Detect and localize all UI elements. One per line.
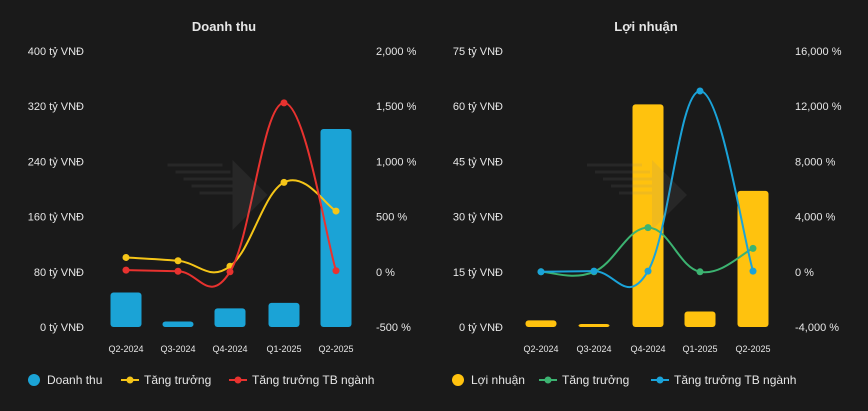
y-tick-label-left: 75 tỷ VNĐ <box>453 46 503 58</box>
watermark-arrow <box>232 160 268 230</box>
series-point <box>280 99 288 107</box>
legend-label: Lợi nhuận <box>471 373 525 387</box>
series-point <box>590 267 598 275</box>
series-point <box>122 253 130 261</box>
legend-marker <box>656 376 664 384</box>
y-tick-label-left: 60 tỷ VNĐ <box>453 101 503 113</box>
legend-label: Tăng trưởng TB ngành <box>252 373 374 387</box>
legend-label: Tăng trưởng <box>144 373 211 387</box>
series-point <box>749 244 757 252</box>
legend-marker <box>452 374 464 386</box>
legend-marker <box>544 376 552 384</box>
y-tick-label-right: -500 % <box>376 322 411 334</box>
bar <box>632 104 664 327</box>
series-point <box>749 267 757 275</box>
x-tick-label: Q3-2024 <box>160 344 195 354</box>
bar <box>214 308 246 327</box>
legend-marker <box>126 376 134 384</box>
y-tick-label-left: 30 tỷ VNĐ <box>453 212 503 224</box>
x-tick-label: Q2-2025 <box>318 344 353 354</box>
legend-marker <box>234 376 242 384</box>
watermark-arrow <box>652 160 687 230</box>
legend-marker <box>28 374 40 386</box>
y-tick-label-right: -4,000 % <box>795 322 839 334</box>
series-line <box>125 179 337 274</box>
y-tick-label-left: 400 tỷ VNĐ <box>28 46 84 58</box>
y-tick-label-right: 12,000 % <box>795 101 842 113</box>
bar <box>162 321 194 327</box>
y-tick-label-right: 8,000 % <box>795 156 836 168</box>
y-tick-label-left: 240 tỷ VNĐ <box>28 156 84 168</box>
y-tick-label-right: 16,000 % <box>795 46 842 58</box>
series-point <box>537 268 545 276</box>
x-tick-label: Q2-2025 <box>735 344 770 354</box>
y-tick-label-left: 0 tỷ VNĐ <box>40 322 84 334</box>
chart-panel-2 <box>452 87 769 386</box>
x-tick-label: Q2-2024 <box>523 344 558 354</box>
series-point <box>174 257 182 265</box>
y-tick-label-right: 2,000 % <box>376 46 417 58</box>
y-tick-label-right: 1,500 % <box>376 101 417 113</box>
series-point <box>644 224 652 232</box>
bar <box>268 302 300 327</box>
x-tick-label: Q4-2024 <box>212 344 247 354</box>
bar <box>578 324 610 327</box>
series-point <box>696 87 704 95</box>
watermark-logo <box>167 160 268 230</box>
y-tick-label-right: 4,000 % <box>795 212 836 224</box>
y-tick-label-right: 0 % <box>795 267 814 279</box>
y-tick-label-left: 45 tỷ VNĐ <box>453 156 503 168</box>
series-point <box>644 267 652 275</box>
series-point <box>280 178 288 186</box>
y-tick-label-left: 320 tỷ VNĐ <box>28 101 84 113</box>
legend-label: Tăng trưởng <box>562 373 629 387</box>
y-tick-label-right: 0 % <box>376 267 395 279</box>
y-tick-label-right: 500 % <box>376 212 407 224</box>
x-tick-label: Q2-2024 <box>108 344 143 354</box>
y-tick-label-left: 160 tỷ VNĐ <box>28 212 84 224</box>
bar <box>525 320 557 327</box>
chart-title: Doanh thu <box>192 19 256 34</box>
chart-title: Lợi nhuận <box>614 19 677 34</box>
y-tick-label-left: 0 tỷ VNĐ <box>459 322 503 334</box>
watermark-logo <box>587 160 687 230</box>
series-point <box>696 268 704 276</box>
chart-panel-1 <box>28 99 352 386</box>
x-tick-label: Q1-2025 <box>682 344 717 354</box>
y-tick-label-left: 15 tỷ VNĐ <box>453 267 503 279</box>
series-point <box>332 267 340 275</box>
legend-label: Tăng trưởng TB ngành <box>674 373 796 387</box>
y-tick-label-right: 1,000 % <box>376 156 417 168</box>
x-tick-label: Q4-2024 <box>630 344 665 354</box>
bar <box>320 128 352 327</box>
bar <box>684 311 716 327</box>
bar <box>737 190 769 327</box>
bar <box>110 292 142 327</box>
series-point <box>122 266 130 274</box>
y-tick-label-left: 80 tỷ VNĐ <box>34 267 84 279</box>
x-tick-label: Q1-2025 <box>266 344 301 354</box>
series-point <box>174 267 182 275</box>
x-tick-label: Q3-2024 <box>576 344 611 354</box>
series-point <box>332 207 340 215</box>
series-point <box>226 268 234 276</box>
legend-label: Doanh thu <box>47 373 102 387</box>
